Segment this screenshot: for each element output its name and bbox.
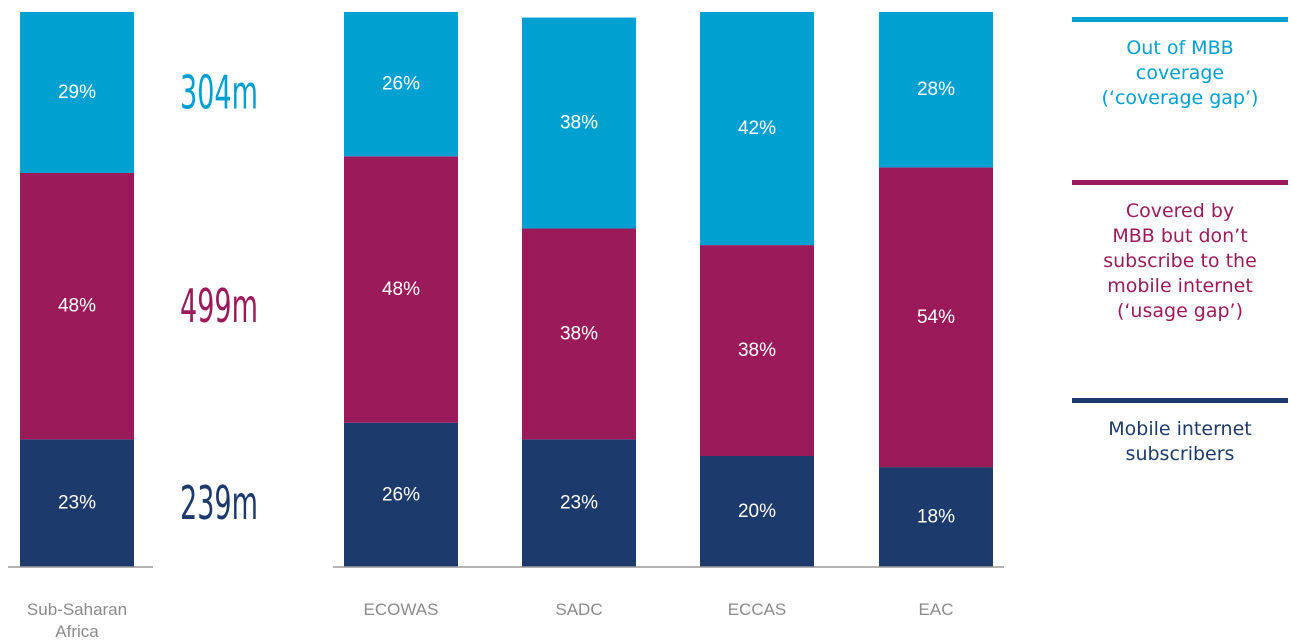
legend-line: MBB but don’t [1112, 225, 1248, 247]
bar-eac-series-1 [879, 167, 993, 468]
data-label-eac-series-0: 18% [917, 507, 955, 528]
data-label-sub-saharan-africa-series-1: 48% [58, 296, 96, 317]
bars-group [20, 12, 993, 567]
data-label-sub-saharan-africa-series-0: 23% [58, 493, 96, 514]
bar-sadc-series-0 [522, 439, 636, 567]
category-label-sadc: SADC [555, 600, 602, 619]
data-label-ecowas-series-0: 26% [382, 484, 420, 505]
legend-line: (‘usage gap’) [1116, 300, 1244, 322]
bar-ecowas-series-1 [344, 156, 458, 423]
data-label-eac-series-2: 28% [917, 79, 955, 100]
category-label-eccas: ECCAS [728, 600, 787, 619]
data-label-sadc-series-1: 38% [560, 323, 598, 344]
absolute-label-239m: 239m [180, 476, 258, 530]
legend-item-usage-gap: Covered by MBB but don’t subscribe to the m… [1072, 180, 1288, 324]
bar-eccas-series-1 [700, 245, 814, 456]
category-label-eac: EAC [919, 600, 954, 619]
bar-sub-saharan-africa-series-2 [20, 12, 134, 173]
legend-label-coverage-gap: Out of MBB coverage (‘coverage gap’) [1072, 36, 1288, 111]
segment-labels-group: 23% 48% 29% 26% 48% 26% 23% 38% 38% 20% 38% 42% 18% 5… [58, 74, 955, 528]
legend-line: mobile internet [1107, 275, 1253, 297]
bar-eac-series-0 [879, 467, 993, 567]
bar-ecowas-series-0 [344, 422, 458, 567]
data-label-eccas-series-1: 38% [738, 340, 776, 361]
legend-rule-coverage-gap [1072, 17, 1288, 22]
legend-line: subscribers [1125, 443, 1235, 465]
legend-line: Covered by [1125, 200, 1235, 222]
bar-eccas-series-2 [700, 12, 814, 246]
bar-sadc-series-1 [522, 228, 636, 440]
bar-sub-saharan-africa-series-0 [20, 439, 134, 567]
category-label-sub-saharan-africa-line-1: Africa [55, 622, 99, 640]
legend-line: (‘coverage gap’) [1101, 87, 1259, 109]
bar-eccas-series-0 [700, 456, 814, 567]
legend-rule-subscribers [1072, 398, 1288, 403]
legend-label-subscribers: Mobile internet subscribers [1072, 417, 1288, 467]
legend-item-subscribers: Mobile internet subscribers [1072, 398, 1288, 467]
bar-ecowas-series-2 [344, 12, 458, 157]
legend-rule-usage-gap [1072, 180, 1288, 185]
bar-eac-series-2 [879, 12, 993, 168]
bar-sub-saharan-africa-series-1 [20, 172, 134, 440]
data-label-eccas-series-0: 20% [738, 501, 776, 522]
data-label-sub-saharan-africa-series-2: 29% [58, 82, 96, 103]
bar-sadc-series-2 [522, 17, 636, 229]
legend-line: Mobile internet [1108, 418, 1252, 440]
legend-line: subscribe to the [1103, 250, 1257, 272]
legend-item-coverage-gap: Out of MBB coverage (‘coverage gap’) [1072, 17, 1288, 111]
data-label-eccas-series-2: 42% [738, 118, 776, 139]
legend-line: Out of MBB [1126, 37, 1234, 59]
data-label-sadc-series-0: 23% [560, 493, 598, 514]
absolute-labels-group: 304m 499m 239m [180, 65, 258, 530]
data-label-ecowas-series-2: 26% [382, 74, 420, 95]
absolute-label-499m: 499m [180, 279, 258, 333]
data-label-eac-series-1: 54% [917, 307, 955, 328]
category-labels-group: Sub-Saharan Africa ECOWAS SADC ECCAS EAC [27, 600, 954, 640]
absolute-label-304m: 304m [180, 65, 258, 119]
data-label-ecowas-series-1: 48% [382, 279, 420, 300]
legend-label-usage-gap: Covered by MBB but don’t subscribe to the m… [1072, 199, 1288, 324]
data-label-sadc-series-2: 38% [560, 113, 598, 134]
category-label-sub-saharan-africa-line-0: Sub-Saharan [27, 600, 127, 619]
legend-line: coverage [1135, 62, 1225, 84]
category-label-ecowas: ECOWAS [364, 600, 439, 619]
